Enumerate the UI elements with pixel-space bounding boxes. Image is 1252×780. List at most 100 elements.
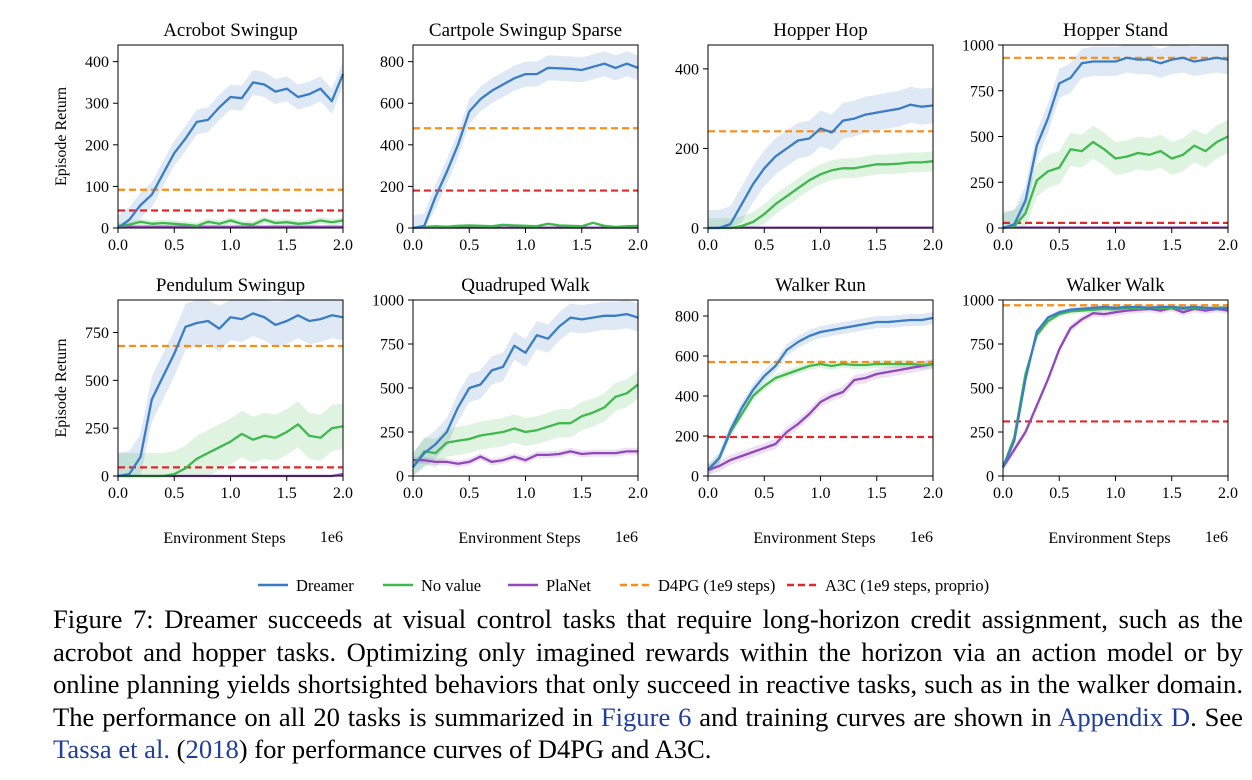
- chart-title: Hopper Stand: [1063, 20, 1169, 41]
- plot-frame: [1002, 299, 1229, 477]
- series-band: [118, 300, 343, 476]
- y-tick-label: 250: [85, 421, 109, 438]
- x-tick-label: 0.5: [459, 237, 479, 254]
- dreamer-line: [117, 73, 345, 229]
- y-tick-label: 100: [85, 179, 109, 196]
- y-tick-label: 400: [85, 54, 109, 71]
- chart-title: Pendulum Swingup: [156, 275, 305, 296]
- y-axis-label: Episode Return: [53, 87, 70, 186]
- x-axis-label: Environment Steps: [753, 530, 875, 547]
- y-tick-label: 400: [675, 61, 699, 78]
- novalue-line: [1002, 135, 1229, 230]
- y-tick-label: 600: [380, 96, 404, 113]
- dreamer-line: [1002, 56, 1229, 230]
- planet-line: [1002, 306, 1229, 468]
- y-tick-label: 500: [380, 381, 404, 398]
- y-tick-label: 750: [380, 337, 404, 354]
- y-tick-label: 200: [675, 429, 699, 446]
- dreamer-line: [412, 312, 639, 468]
- planet-line: [413, 450, 638, 465]
- dreamer-line: [412, 62, 639, 230]
- x-tick-label: 1.5: [572, 237, 592, 254]
- x-axis-multiplier: 1e6: [1205, 529, 1228, 546]
- caption-text-1: Figure 7: Dreamer succeeds at visual con…: [53, 604, 1243, 732]
- y-tick-label: 0: [986, 221, 994, 238]
- x-tick-label: 1.0: [811, 485, 831, 502]
- x-tick-label: 1.0: [1106, 237, 1126, 254]
- chart-title: Acrobot Swingup: [163, 20, 298, 41]
- appendix-d-link[interactable]: Appendix D: [1058, 701, 1191, 732]
- caption-text-4: (: [170, 734, 186, 765]
- series-band: [413, 300, 638, 476]
- y-tick-label: 500: [85, 373, 109, 390]
- series-band: [1003, 45, 1228, 228]
- figure-6-link[interactable]: Figure 6: [600, 701, 692, 732]
- x-tick-label: 0.5: [164, 485, 184, 502]
- chart-panel: Pendulum Swingup 0.0 0.5 1.0 1.5 2.0 0 250 500 75…: [53, 275, 353, 547]
- series-band: [708, 312, 933, 476]
- y-tick-label: 800: [675, 309, 699, 326]
- y-tick-label: 600: [675, 349, 699, 366]
- dreamer-line: [117, 312, 344, 478]
- x-tick-label: 0.0: [993, 485, 1013, 502]
- citation-year-link[interactable]: 2018: [185, 734, 239, 765]
- x-tick-label: 1.0: [811, 237, 831, 254]
- y-tick-label: 1000: [962, 293, 994, 310]
- x-tick-label: 2.0: [628, 485, 648, 502]
- chart-title: Quadruped Walk: [461, 275, 590, 296]
- series-band: [118, 216, 343, 228]
- x-axis-multiplier: 1e6: [615, 529, 638, 546]
- planet-line: [707, 362, 934, 472]
- legend-label: D4PG (1e9 steps): [658, 576, 775, 595]
- novalue-line: [412, 221, 639, 230]
- chart-title: Hopper Hop: [773, 20, 867, 41]
- x-tick-label: 1.0: [516, 485, 536, 502]
- x-tick-label: 0.5: [164, 237, 184, 254]
- series-band: [118, 401, 343, 476]
- y-tick-label: 0: [396, 221, 404, 238]
- dreamer-line: [707, 316, 934, 471]
- dreamer-line: [1001, 305, 1229, 468]
- x-axis-label: Environment Steps: [1048, 530, 1170, 547]
- x-tick-label: 1.0: [221, 237, 241, 254]
- y-tick-label: 750: [85, 325, 109, 342]
- x-tick-label: 0.5: [754, 237, 774, 254]
- x-tick-label: 2.0: [628, 237, 648, 254]
- chart-title: Cartpole Swingup Sparse: [429, 20, 622, 41]
- series-band: [413, 51, 638, 229]
- caption-text-3: . See: [1190, 701, 1243, 732]
- y-tick-label: 200: [675, 141, 699, 158]
- x-tick-label: 2.0: [1218, 237, 1238, 254]
- x-tick-label: 0.0: [698, 485, 718, 502]
- y-tick-label: 0: [396, 469, 404, 486]
- chart-title: Walker Walk: [1066, 275, 1165, 296]
- x-tick-label: 2.0: [333, 237, 353, 254]
- y-tick-label: 1000: [962, 38, 994, 55]
- y-tick-label: 400: [675, 389, 699, 406]
- y-tick-label: 300: [85, 96, 109, 113]
- legend-label: No value: [421, 576, 481, 595]
- y-tick-label: 500: [970, 129, 994, 146]
- y-tick-label: 0: [986, 469, 994, 486]
- tassa-citation-link[interactable]: Tassa et al.: [53, 734, 171, 765]
- x-tick-label: 2.0: [923, 237, 943, 254]
- x-axis-multiplier: 1e6: [910, 529, 933, 546]
- x-tick-label: 2.0: [1218, 485, 1238, 502]
- novalue-line: [707, 362, 934, 471]
- chart-panel: Hopper Hop 0.0 0.5 1.0 1.5 2.0 0 200 400: [675, 20, 943, 254]
- y-tick-label: 400: [380, 137, 404, 154]
- x-tick-label: 0.5: [754, 485, 774, 502]
- x-tick-label: 0.5: [459, 485, 479, 502]
- novalue-line: [117, 218, 344, 228]
- y-tick-label: 0: [691, 221, 699, 238]
- x-tick-label: 0.0: [108, 485, 128, 502]
- figure-grid: Acrobot Swingup 0.0 0.5 1.0 1.5 2.0 0 100 200 300…: [53, 20, 1238, 595]
- chart-title: Walker Run: [775, 275, 866, 296]
- x-tick-label: 1.5: [277, 237, 297, 254]
- x-tick-label: 0.5: [1049, 485, 1069, 502]
- legend-label: PlaNet: [546, 576, 591, 595]
- series-band: [708, 359, 933, 475]
- series-band: [1003, 304, 1228, 470]
- chart-panel: Acrobot Swingup 0.0 0.5 1.0 1.5 2.0 0 100 200 300…: [53, 20, 353, 254]
- chart-panel: Hopper Stand 0.0 0.5 1.0 1.5 2.0 0 250 500 750 100…: [962, 20, 1238, 254]
